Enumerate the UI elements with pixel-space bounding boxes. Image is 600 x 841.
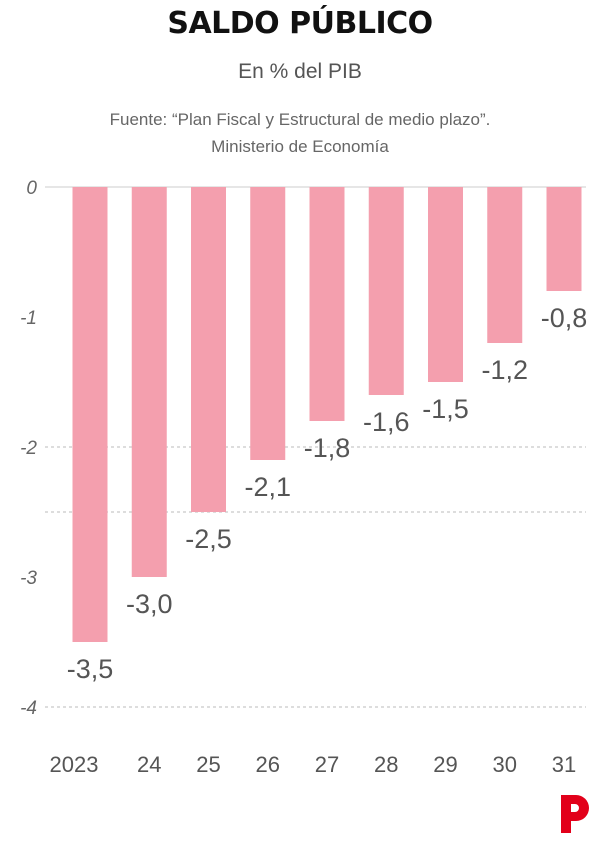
bar xyxy=(250,187,286,460)
data-label: -2,1 xyxy=(244,472,291,502)
x-tick-label: 25 xyxy=(196,752,220,777)
chart-subtitle: En % del PIB xyxy=(238,60,362,83)
x-tick-label: 26 xyxy=(256,752,280,777)
bar xyxy=(368,187,404,395)
x-tick-label: 31 xyxy=(552,752,576,777)
bar xyxy=(546,187,582,291)
y-tick-label: -3 xyxy=(20,568,37,589)
data-label: -0,8 xyxy=(541,303,588,333)
source-line-2: Ministerio de Economía xyxy=(211,137,389,156)
y-tick-label: 0 xyxy=(26,178,37,199)
bar xyxy=(191,187,226,512)
data-label: -1,2 xyxy=(481,355,528,385)
y-tick-label: -4 xyxy=(20,698,37,719)
publisher-p-logo-icon xyxy=(561,795,589,833)
data-label: -1,6 xyxy=(363,407,410,437)
x-tick-label: 24 xyxy=(137,752,161,777)
bar xyxy=(72,187,108,642)
bar xyxy=(309,187,345,421)
x-tick-label: 29 xyxy=(433,752,457,777)
source-line-1: Fuente: “Plan Fiscal y Estructural de me… xyxy=(109,110,491,129)
data-label: -1,5 xyxy=(422,394,469,424)
chart-title: SALDO PÚBLICO xyxy=(167,6,433,41)
chart-source: Fuente: “Plan Fiscal y Estructural de me… xyxy=(0,106,600,160)
data-label: -3,5 xyxy=(67,654,114,684)
data-label: -2,5 xyxy=(185,524,232,554)
x-axis-tick-labels: 2023 24 25 26 27 28 29 30 31 xyxy=(50,752,577,777)
bars xyxy=(72,187,582,642)
x-tick-label: 30 xyxy=(493,752,517,777)
y-tick-label: -2 xyxy=(20,438,37,459)
data-label: -3,0 xyxy=(126,589,173,619)
bar xyxy=(487,187,523,343)
x-tick-label: 28 xyxy=(374,752,398,777)
x-tick-label: 2023 xyxy=(50,752,99,777)
y-axis-tick-labels: 0 -1 -2 -3 -4 xyxy=(20,178,37,719)
y-tick-label: -1 xyxy=(20,308,37,329)
data-label: -1,8 xyxy=(304,433,351,463)
bar xyxy=(131,187,167,577)
x-tick-label: 27 xyxy=(315,752,339,777)
data-labels: -3,5 -3,0 -2,5 -2,1 -1,8 -1,6 -1,5 -1,2 -0,8 xyxy=(67,303,588,684)
bar xyxy=(428,187,463,382)
